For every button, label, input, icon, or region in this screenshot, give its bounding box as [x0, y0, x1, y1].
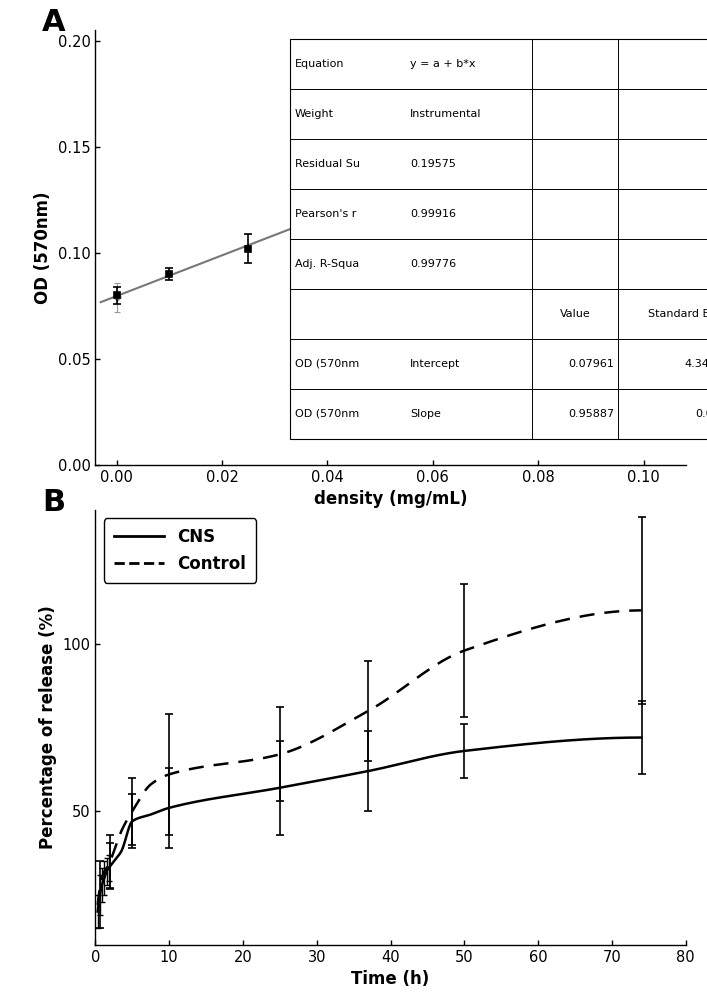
Text: Equation: Equation [295, 59, 344, 69]
Y-axis label: OD (570nm): OD (570nm) [34, 191, 52, 304]
Text: 4.3496E-4: 4.3496E-4 [684, 359, 707, 369]
Text: Instrumental: Instrumental [410, 109, 481, 119]
Text: B: B [42, 488, 66, 517]
Text: 0.99776: 0.99776 [410, 259, 456, 269]
Text: Residual Su: Residual Su [295, 159, 360, 169]
Text: Slope: Slope [410, 409, 441, 419]
Text: Adj. R-Squa: Adj. R-Squa [295, 259, 359, 269]
Text: OD (570nm: OD (570nm [295, 409, 359, 419]
Text: y = a + b*x: y = a + b*x [410, 59, 476, 69]
Text: 0.07961: 0.07961 [568, 359, 614, 369]
Text: 0.02271: 0.02271 [695, 409, 707, 419]
X-axis label: density (mg/mL): density (mg/mL) [314, 490, 467, 508]
X-axis label: Time (h): Time (h) [351, 970, 430, 988]
Text: 0.99916: 0.99916 [410, 209, 456, 219]
Text: Standard Er: Standard Er [648, 309, 707, 319]
Text: OD (570nm: OD (570nm [295, 359, 359, 369]
Text: Intercept: Intercept [410, 359, 460, 369]
Text: Value: Value [560, 309, 590, 319]
Text: 0.95887: 0.95887 [568, 409, 614, 419]
Y-axis label: Percentage of release (%): Percentage of release (%) [39, 606, 57, 849]
Text: Weight: Weight [295, 109, 334, 119]
Text: Pearson's r: Pearson's r [295, 209, 356, 219]
FancyBboxPatch shape [291, 39, 707, 439]
Text: 0.19575: 0.19575 [410, 159, 456, 169]
Text: A: A [42, 8, 66, 37]
Legend: CNS, Control: CNS, Control [104, 518, 256, 583]
